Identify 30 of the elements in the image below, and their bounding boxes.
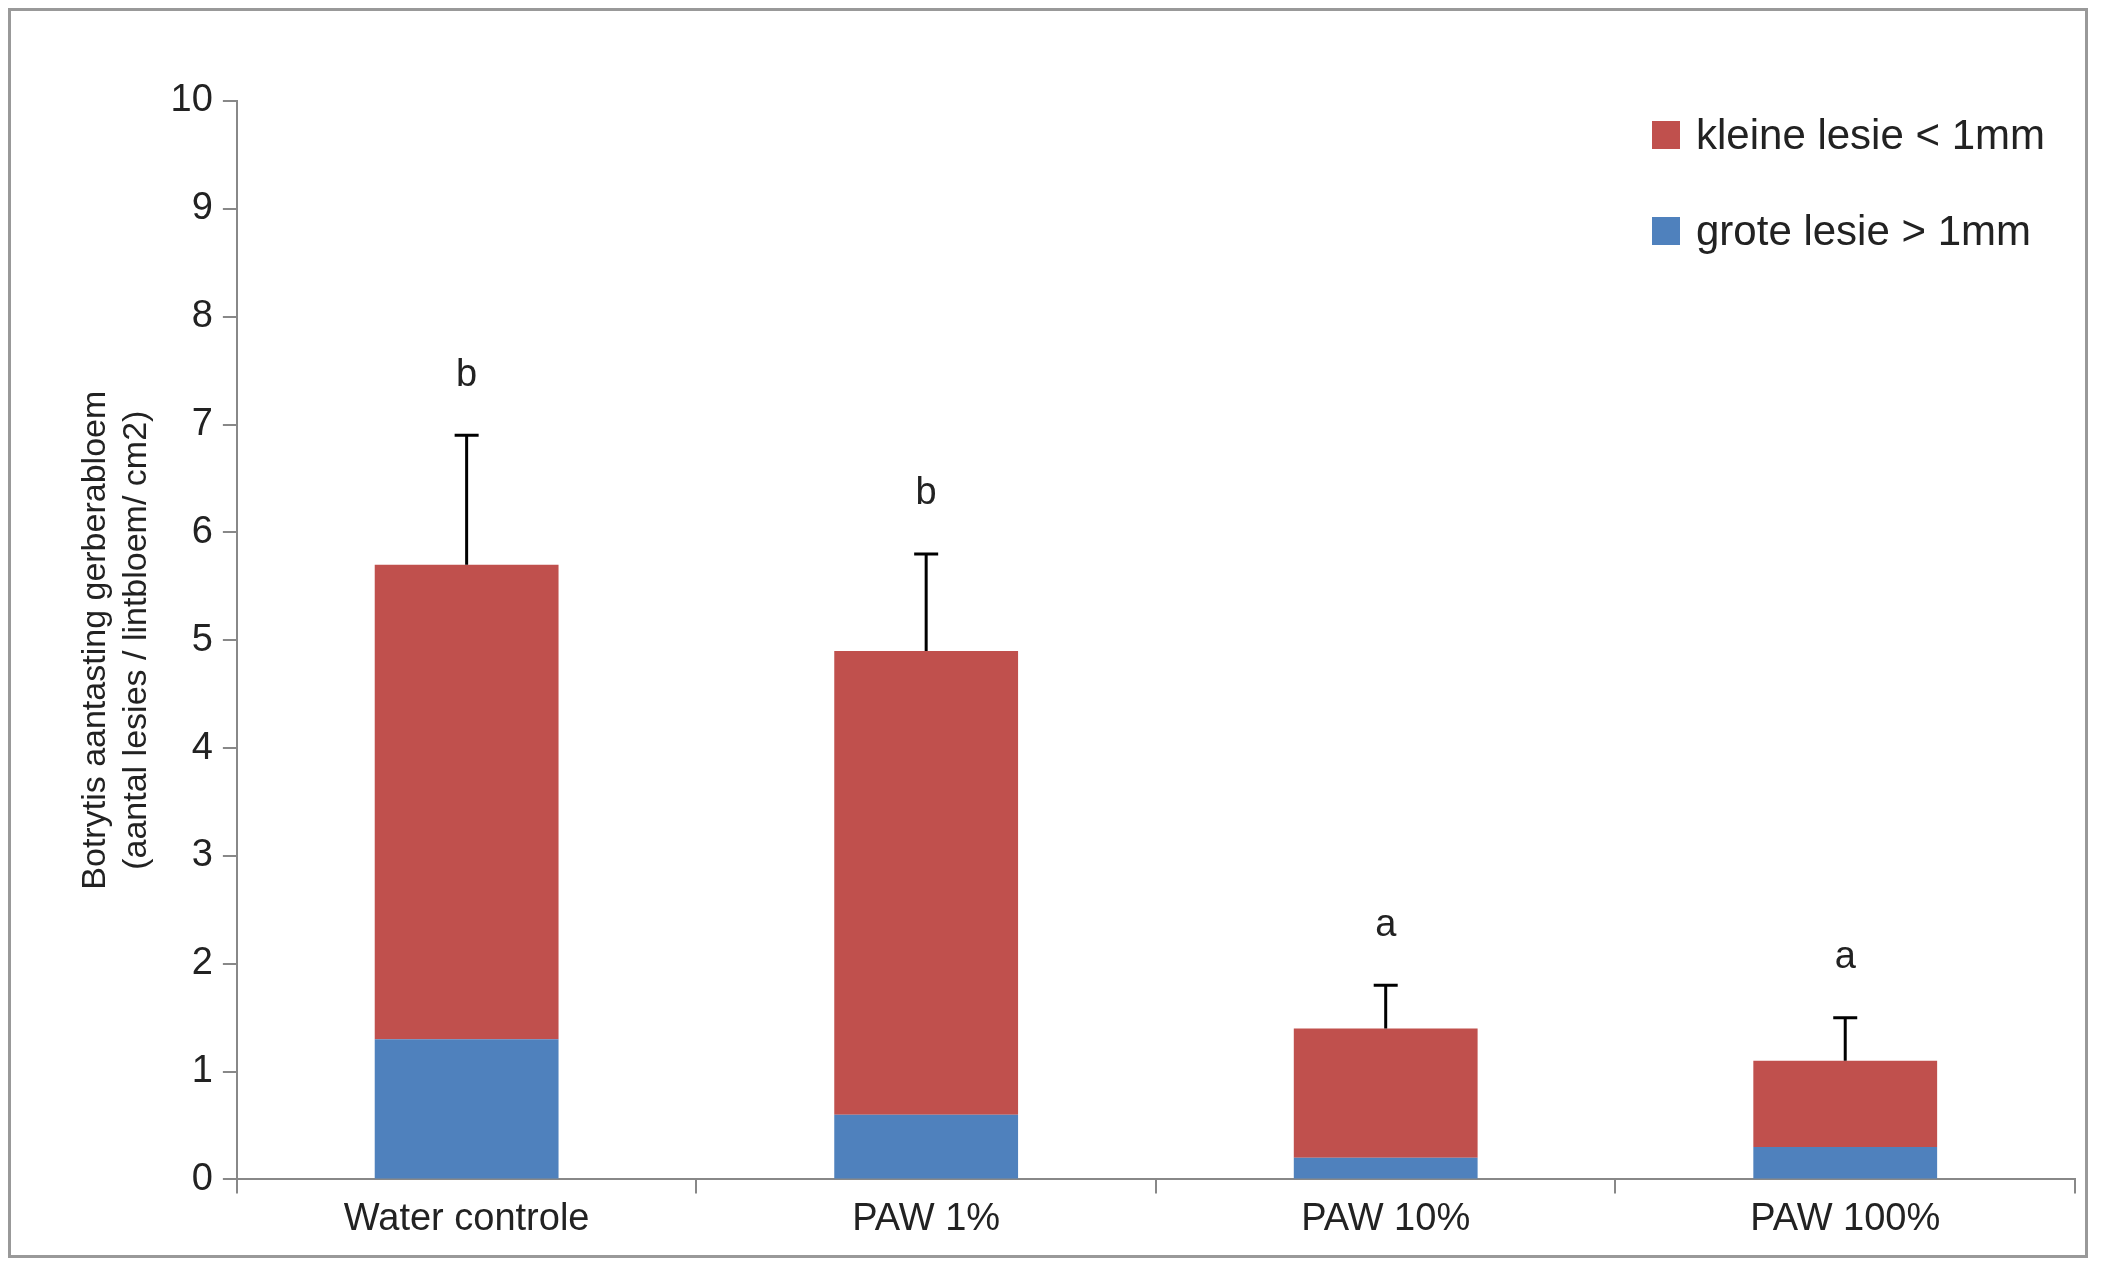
x-tick-label: PAW 100%	[1750, 1195, 1941, 1238]
annotation: b	[456, 351, 478, 394]
bar	[374, 564, 559, 1040]
bar	[1753, 1147, 1938, 1179]
y-tick-label: 3	[191, 832, 213, 875]
bar	[1293, 1157, 1478, 1179]
bar	[374, 1039, 559, 1179]
y-tick-label: 8	[191, 293, 213, 336]
annotation: a	[1375, 901, 1398, 944]
x-tick-label: PAW 10%	[1301, 1195, 1471, 1238]
y-tick-label: 4	[191, 724, 213, 767]
bar	[834, 650, 1019, 1115]
y-tick-label: 0	[191, 1155, 213, 1198]
x-tick-label: PAW 1%	[852, 1195, 1001, 1238]
y-axis-title: Botrytis aantasting gerberabloem (aantal lesies / lintbloem/ cm2)	[73, 390, 153, 890]
y-tick-label: 10	[170, 77, 213, 120]
bar	[834, 1114, 1019, 1179]
y-tick-label: 7	[191, 401, 213, 443]
y-tick-label: 6	[191, 508, 213, 551]
legend-label: kleine lesie < 1mm	[1696, 111, 2045, 159]
annotation: b	[915, 470, 937, 513]
legend-label: grote lesie > 1mm	[1696, 207, 2031, 255]
y-tick-label: 2	[191, 940, 213, 983]
y-tick-label: 1	[191, 1048, 213, 1091]
y-tick-label: 5	[191, 616, 213, 659]
y-tick-label: 9	[191, 185, 213, 228]
bar	[1293, 1028, 1478, 1158]
annotation: a	[1834, 934, 1857, 977]
x-tick-label: Water controle	[343, 1195, 590, 1238]
bar	[1753, 1060, 1938, 1148]
